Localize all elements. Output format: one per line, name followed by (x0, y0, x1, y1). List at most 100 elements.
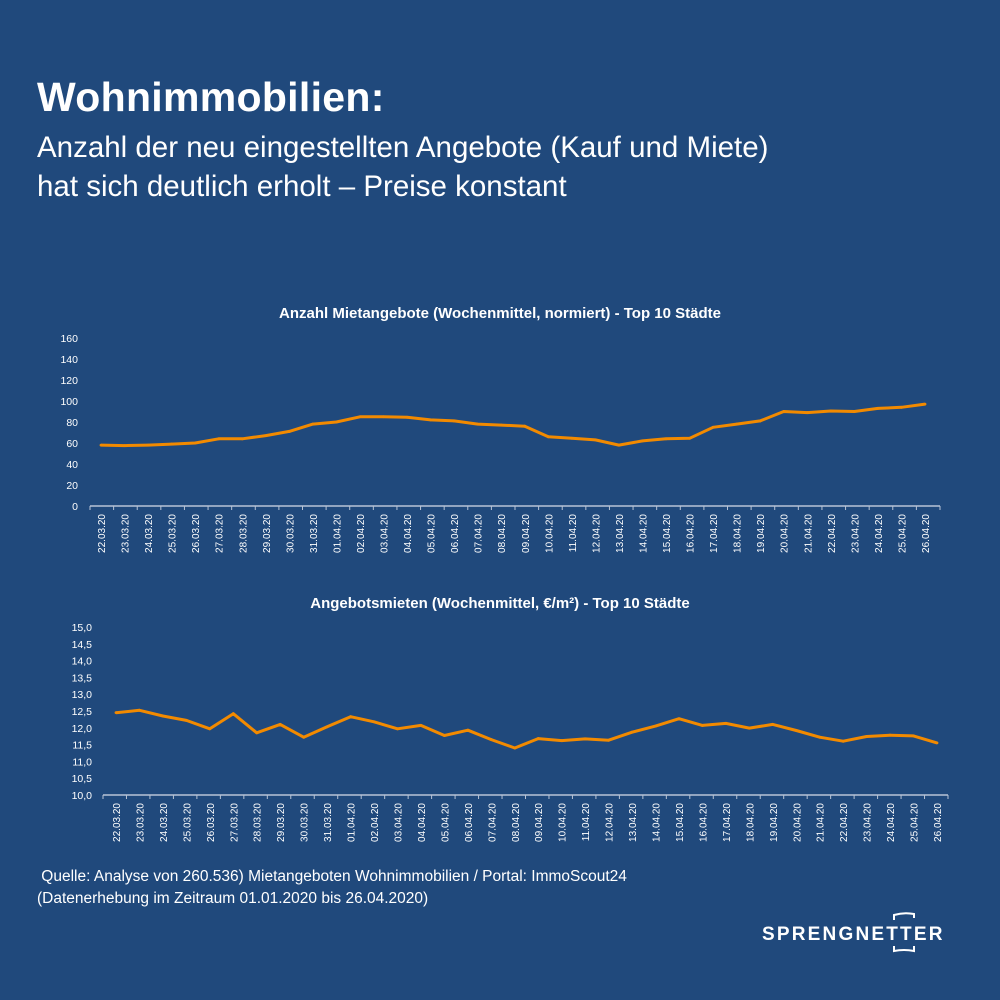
x-tick-label: 01.04.20 (332, 514, 343, 553)
y-tick-label: 14,0 (72, 656, 93, 668)
x-tick-label: 24.04.20 (874, 514, 885, 553)
data-point (888, 733, 892, 737)
x-tick-label: 14.04.20 (652, 803, 663, 842)
x-tick-label: 22.03.20 (97, 514, 108, 553)
data-point (724, 722, 728, 725)
y-tick-label: 100 (60, 396, 78, 408)
data-point (476, 422, 480, 426)
x-tick-label: 31.03.20 (309, 514, 320, 553)
data-point (452, 419, 456, 423)
chart-title: Angebotsmieten (Wochenmittel, €/m²) - To… (310, 595, 689, 612)
data-point (818, 735, 822, 739)
x-tick-label: 31.03.20 (323, 803, 334, 842)
x-tick-label: 22.04.20 (827, 514, 838, 553)
x-tick-label: 10.04.20 (544, 514, 555, 553)
x-tick-label: 18.04.20 (733, 514, 744, 553)
data-point (735, 422, 739, 426)
data-point (170, 442, 174, 446)
x-tick-label: 26.04.20 (933, 803, 944, 842)
x-tick-label: 04.04.20 (417, 803, 428, 842)
data-point (429, 418, 432, 422)
data-point (138, 708, 141, 712)
data-point (607, 738, 610, 742)
x-tick-label: 08.04.20 (497, 514, 508, 553)
logo-bracket-icon (893, 912, 915, 953)
chart-asking-rents: Angebotsmieten (Wochenmittel, €/m²) - To… (72, 595, 949, 842)
x-tick-label: 23.04.20 (850, 514, 861, 553)
x-tick-label: 14.04.20 (638, 514, 649, 553)
page-title: Wohnimmobilien: (37, 74, 385, 120)
x-tick-label: 12.04.20 (591, 514, 602, 553)
x-tick-label: 02.04.20 (356, 514, 367, 553)
x-tick-label: 26.03.20 (191, 514, 202, 553)
x-tick-label: 07.04.20 (474, 514, 485, 553)
data-point (123, 444, 126, 448)
x-tick-label: 15.04.20 (662, 514, 673, 553)
y-tick-label: 0 (72, 501, 78, 513)
y-tick-label: 15,0 (72, 622, 93, 634)
data-point (546, 435, 550, 439)
x-tick-label: 30.03.20 (285, 514, 296, 553)
data-point (641, 439, 644, 443)
x-tick-label: 22.03.20 (112, 803, 123, 842)
x-tick-label: 03.04.20 (380, 514, 391, 553)
x-tick-label: 23.03.20 (135, 803, 146, 842)
x-tick-label: 29.03.20 (276, 803, 287, 842)
source-line-2: (Datenerhebung im Zeitraum 01.01.2020 bi… (37, 890, 429, 907)
data-point (231, 712, 235, 716)
x-tick-label: 17.04.20 (709, 514, 720, 553)
data-point (865, 735, 869, 738)
source-line-1: Quelle: Analyse von 260.536) Mietangebot… (37, 868, 627, 885)
sprengnetter-logo: SPRENGNETTER (762, 912, 952, 956)
data-point (747, 726, 751, 730)
y-tick-label: 10,5 (72, 773, 93, 785)
data-point (372, 720, 376, 724)
y-tick-label: 80 (66, 417, 78, 429)
data-point (499, 423, 503, 427)
x-tick-label: 20.04.20 (780, 514, 791, 553)
subtitle-line-2: hat sich deutlich erholt – Preise konsta… (37, 170, 567, 203)
data-point (146, 443, 150, 447)
data-point (841, 739, 845, 743)
data-point (405, 415, 409, 419)
x-tick-label: 28.03.20 (253, 803, 264, 842)
x-tick-label: 16.04.20 (686, 514, 697, 553)
data-point (829, 409, 833, 413)
data-point (349, 715, 352, 719)
data-point (523, 424, 527, 428)
x-tick-label: 01.04.20 (347, 803, 358, 842)
data-point (489, 738, 493, 741)
x-tick-label: 18.04.20 (745, 803, 756, 842)
page-subtitle: Anzahl der neu eingestellten Angebote (K… (37, 128, 977, 206)
x-tick-label: 25.03.20 (182, 803, 193, 842)
x-tick-label: 09.04.20 (521, 514, 532, 553)
y-tick-label: 12,0 (72, 723, 93, 735)
data-point (513, 746, 517, 750)
x-tick-label: 24.03.20 (159, 803, 170, 842)
data-point (852, 410, 856, 413)
data-point (466, 728, 470, 732)
x-tick-label: 28.03.20 (238, 514, 249, 553)
x-tick-label: 05.04.20 (427, 514, 438, 553)
data-point (358, 415, 362, 419)
x-tick-label: 10.04.20 (558, 803, 569, 842)
data-point (396, 727, 399, 731)
data-point (570, 436, 574, 440)
y-tick-label: 10,0 (72, 790, 93, 802)
data-point (688, 436, 691, 440)
data-point (711, 425, 715, 429)
data-point (617, 443, 621, 447)
x-tick-label: 20.04.20 (792, 803, 803, 842)
data-point (193, 441, 197, 445)
y-tick-label: 140 (60, 354, 78, 366)
x-tick-label: 11.04.20 (581, 803, 592, 842)
data-point (255, 731, 259, 735)
data-point (583, 737, 587, 741)
x-tick-label: 21.04.20 (803, 514, 814, 553)
data-point (278, 723, 282, 726)
x-tick-label: 16.04.20 (698, 803, 709, 842)
data-point (782, 410, 786, 413)
data-point (382, 415, 385, 419)
data-point (184, 719, 188, 722)
x-tick-label: 13.04.20 (628, 803, 639, 842)
